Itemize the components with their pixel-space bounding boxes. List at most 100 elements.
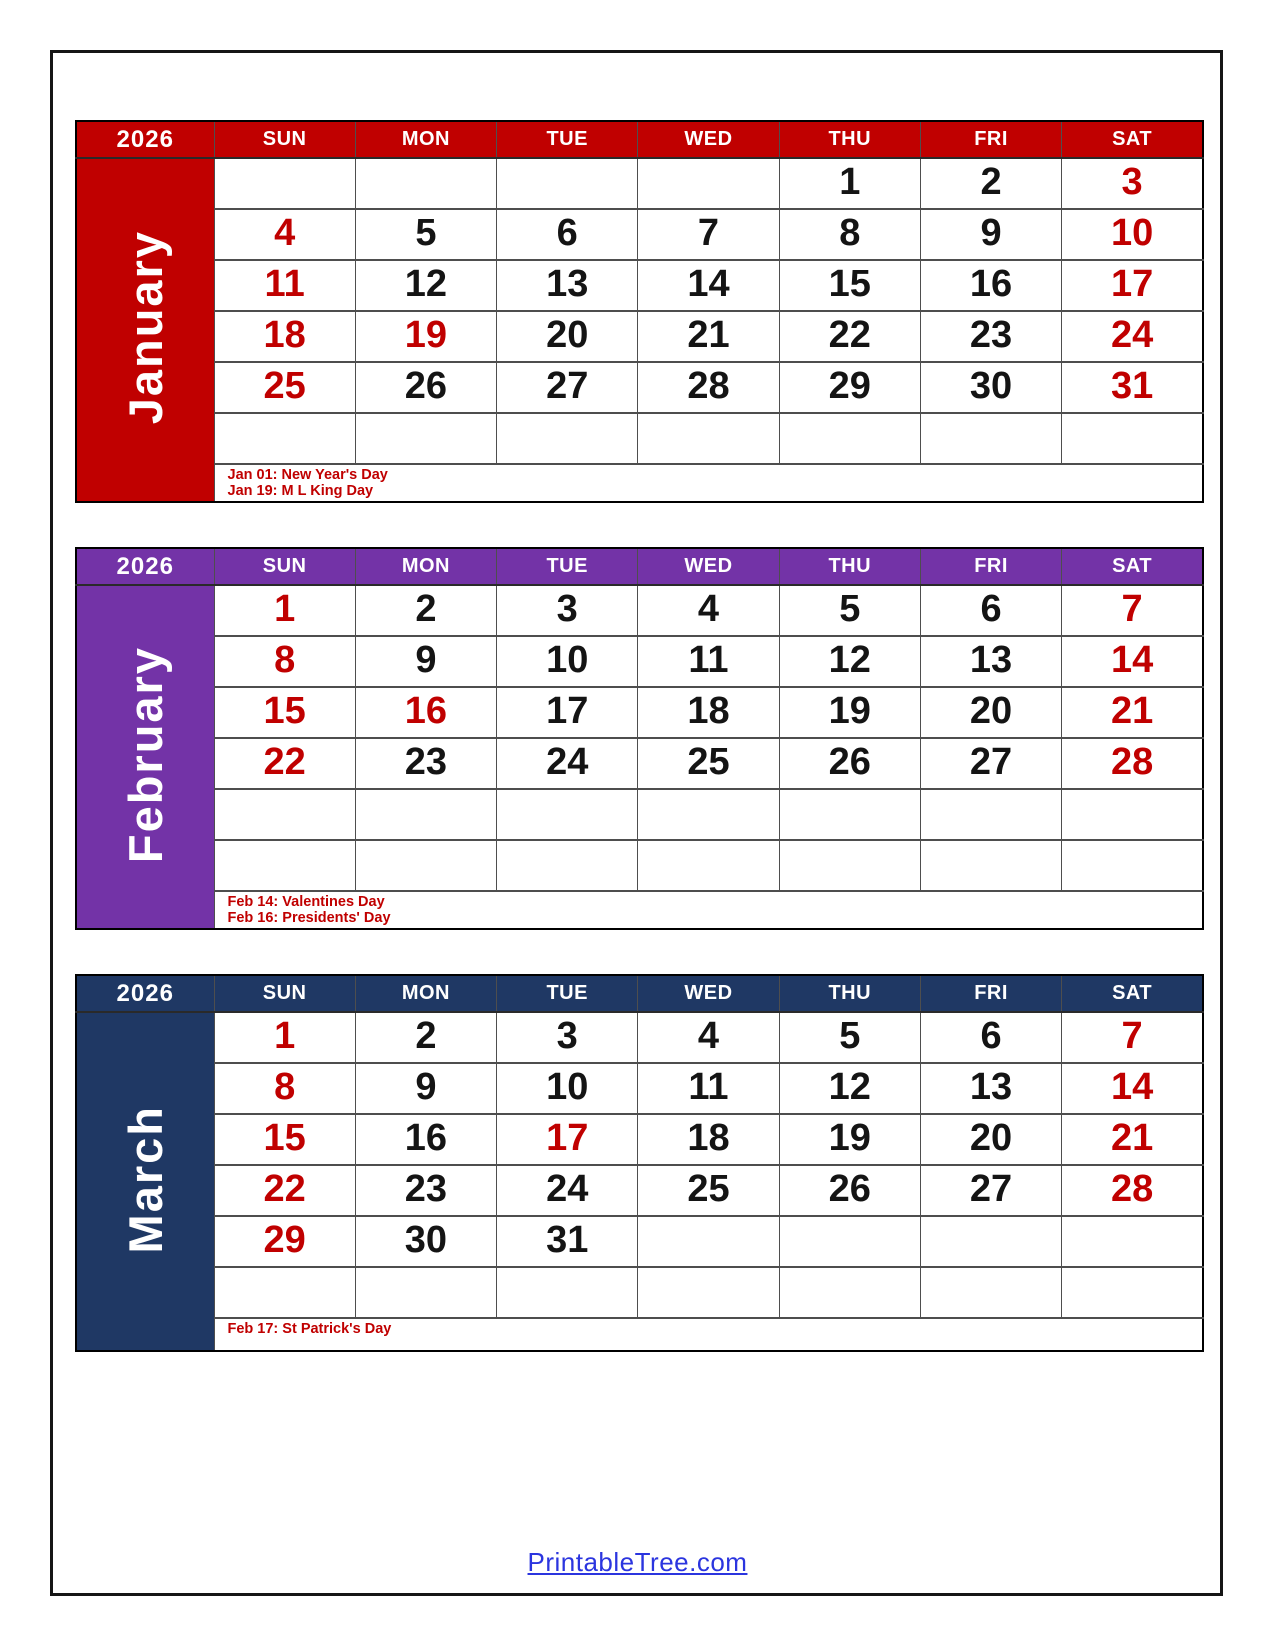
week-row bbox=[76, 788, 1204, 841]
day-header-tue: TUE bbox=[496, 974, 639, 1013]
date-cell: 26 bbox=[778, 1164, 921, 1217]
day-header-sat: SAT bbox=[1061, 547, 1204, 586]
week-row: 29 30 31 bbox=[76, 1215, 1204, 1268]
day-header-fri: FRI bbox=[919, 547, 1063, 586]
date-cell bbox=[496, 1266, 639, 1319]
day-header-mon: MON bbox=[354, 120, 498, 159]
date-cell: 10 bbox=[1061, 208, 1204, 261]
week-row: 15 16 17 18 19 20 21 bbox=[76, 1113, 1204, 1166]
date-cell: 22 bbox=[213, 737, 356, 790]
date-cell bbox=[637, 412, 780, 465]
date-cell bbox=[1061, 412, 1204, 465]
date-cell: 5 bbox=[354, 208, 498, 261]
date-cell: 17 bbox=[1061, 259, 1204, 312]
date-cell bbox=[1061, 1215, 1204, 1268]
month-section-january: 2026 SUN MON TUE WED THU FRI SAT January 1 2 3 4 5 6 7 8… bbox=[75, 120, 1204, 503]
date-cell bbox=[637, 157, 780, 210]
date-cell: 21 bbox=[1061, 686, 1204, 739]
week-row bbox=[76, 412, 1204, 465]
date-cell bbox=[1061, 1266, 1204, 1319]
date-cell bbox=[919, 788, 1063, 841]
date-cell: 8 bbox=[778, 208, 921, 261]
date-cell: 25 bbox=[637, 1164, 780, 1217]
date-cell: 26 bbox=[354, 361, 498, 414]
holiday-line: Feb 16: Presidents' Day bbox=[227, 910, 391, 926]
date-cell bbox=[496, 788, 639, 841]
day-header-wed: WED bbox=[637, 974, 780, 1013]
month-sidebar: January bbox=[75, 157, 215, 503]
date-cell: 27 bbox=[496, 361, 639, 414]
date-cell bbox=[637, 1215, 780, 1268]
date-cell: 7 bbox=[637, 208, 780, 261]
date-cell: 2 bbox=[354, 1011, 498, 1064]
day-header-thu: THU bbox=[778, 974, 921, 1013]
holiday-line: Jan 01: New Year's Day bbox=[227, 467, 388, 483]
date-cell bbox=[213, 1266, 356, 1319]
date-cell: 13 bbox=[919, 635, 1063, 688]
calendar-table-january: 2026 SUN MON TUE WED THU FRI SAT January 1 2 3 4 5 6 7 8… bbox=[75, 120, 1204, 503]
day-header-fri: FRI bbox=[919, 120, 1063, 159]
day-header-sun: SUN bbox=[213, 547, 356, 586]
date-cell: 9 bbox=[354, 1062, 498, 1115]
footer-link[interactable]: PrintableTree.com bbox=[527, 1547, 748, 1577]
date-cell: 3 bbox=[496, 1011, 639, 1064]
footer: PrintableTree.com bbox=[0, 1547, 1275, 1578]
holiday-line: Feb 17: St Patrick's Day bbox=[227, 1321, 392, 1337]
date-cell bbox=[637, 1266, 780, 1319]
date-cell: 12 bbox=[778, 1062, 921, 1115]
year-label: 2026 bbox=[75, 974, 215, 1013]
week-row: 8 9 10 11 12 13 14 bbox=[76, 1062, 1204, 1115]
day-header-sat: SAT bbox=[1061, 120, 1204, 159]
date-cell bbox=[919, 839, 1063, 892]
date-cell: 11 bbox=[637, 1062, 780, 1115]
date-cell: 9 bbox=[354, 635, 498, 688]
date-cell bbox=[213, 412, 356, 465]
date-cell: 29 bbox=[213, 1215, 356, 1268]
date-cell: 7 bbox=[1061, 1011, 1204, 1064]
date-cell: 29 bbox=[778, 361, 921, 414]
date-cell bbox=[1061, 839, 1204, 892]
date-cell: 1 bbox=[213, 584, 356, 637]
date-cell: 18 bbox=[637, 1113, 780, 1166]
date-cell: 10 bbox=[496, 635, 639, 688]
day-header-sun: SUN bbox=[213, 120, 356, 159]
calendar-table-february: 2026 SUN MON TUE WED THU FRI SAT February 1 2 3 4 5 6 7… bbox=[75, 547, 1204, 930]
day-header-mon: MON bbox=[354, 974, 498, 1013]
date-cell bbox=[354, 412, 498, 465]
date-cell: 5 bbox=[778, 584, 921, 637]
date-cell: 18 bbox=[213, 310, 356, 363]
date-cell: 4 bbox=[637, 584, 780, 637]
date-cell: 8 bbox=[213, 635, 356, 688]
date-cell bbox=[778, 412, 921, 465]
date-cell: 28 bbox=[1061, 1164, 1204, 1217]
date-cell bbox=[919, 1266, 1063, 1319]
date-cell: 9 bbox=[919, 208, 1063, 261]
day-header-tue: TUE bbox=[496, 120, 639, 159]
date-cell: 27 bbox=[919, 1164, 1063, 1217]
month-name-label: February bbox=[118, 645, 172, 864]
date-cell bbox=[778, 839, 921, 892]
date-cell: 2 bbox=[354, 584, 498, 637]
date-cell bbox=[354, 788, 498, 841]
date-cell: 27 bbox=[919, 737, 1063, 790]
date-cell: 23 bbox=[354, 737, 498, 790]
date-cell bbox=[778, 1215, 921, 1268]
date-cell: 24 bbox=[496, 1164, 639, 1217]
date-cell bbox=[778, 788, 921, 841]
day-header-wed: WED bbox=[637, 120, 780, 159]
month-sidebar: February bbox=[75, 584, 215, 930]
date-cell: 18 bbox=[637, 686, 780, 739]
day-header-thu: THU bbox=[778, 120, 921, 159]
date-cell: 14 bbox=[1061, 1062, 1204, 1115]
date-cell: 20 bbox=[919, 686, 1063, 739]
day-header-sun: SUN bbox=[213, 974, 356, 1013]
date-cell: 16 bbox=[354, 686, 498, 739]
week-row: 18 19 20 21 22 23 24 bbox=[76, 310, 1204, 363]
page-border-frame bbox=[50, 50, 1223, 1596]
date-cell bbox=[919, 412, 1063, 465]
date-cell: 3 bbox=[496, 584, 639, 637]
date-cell: 23 bbox=[919, 310, 1063, 363]
holidays-note: Jan 01: New Year's Day Jan 19: M L King D… bbox=[213, 463, 1204, 503]
month-section-march: 2026 SUN MON TUE WED THU FRI SAT March 1 2 3 4 5 6 7 8 9 1… bbox=[75, 974, 1204, 1352]
date-cell: 22 bbox=[778, 310, 921, 363]
